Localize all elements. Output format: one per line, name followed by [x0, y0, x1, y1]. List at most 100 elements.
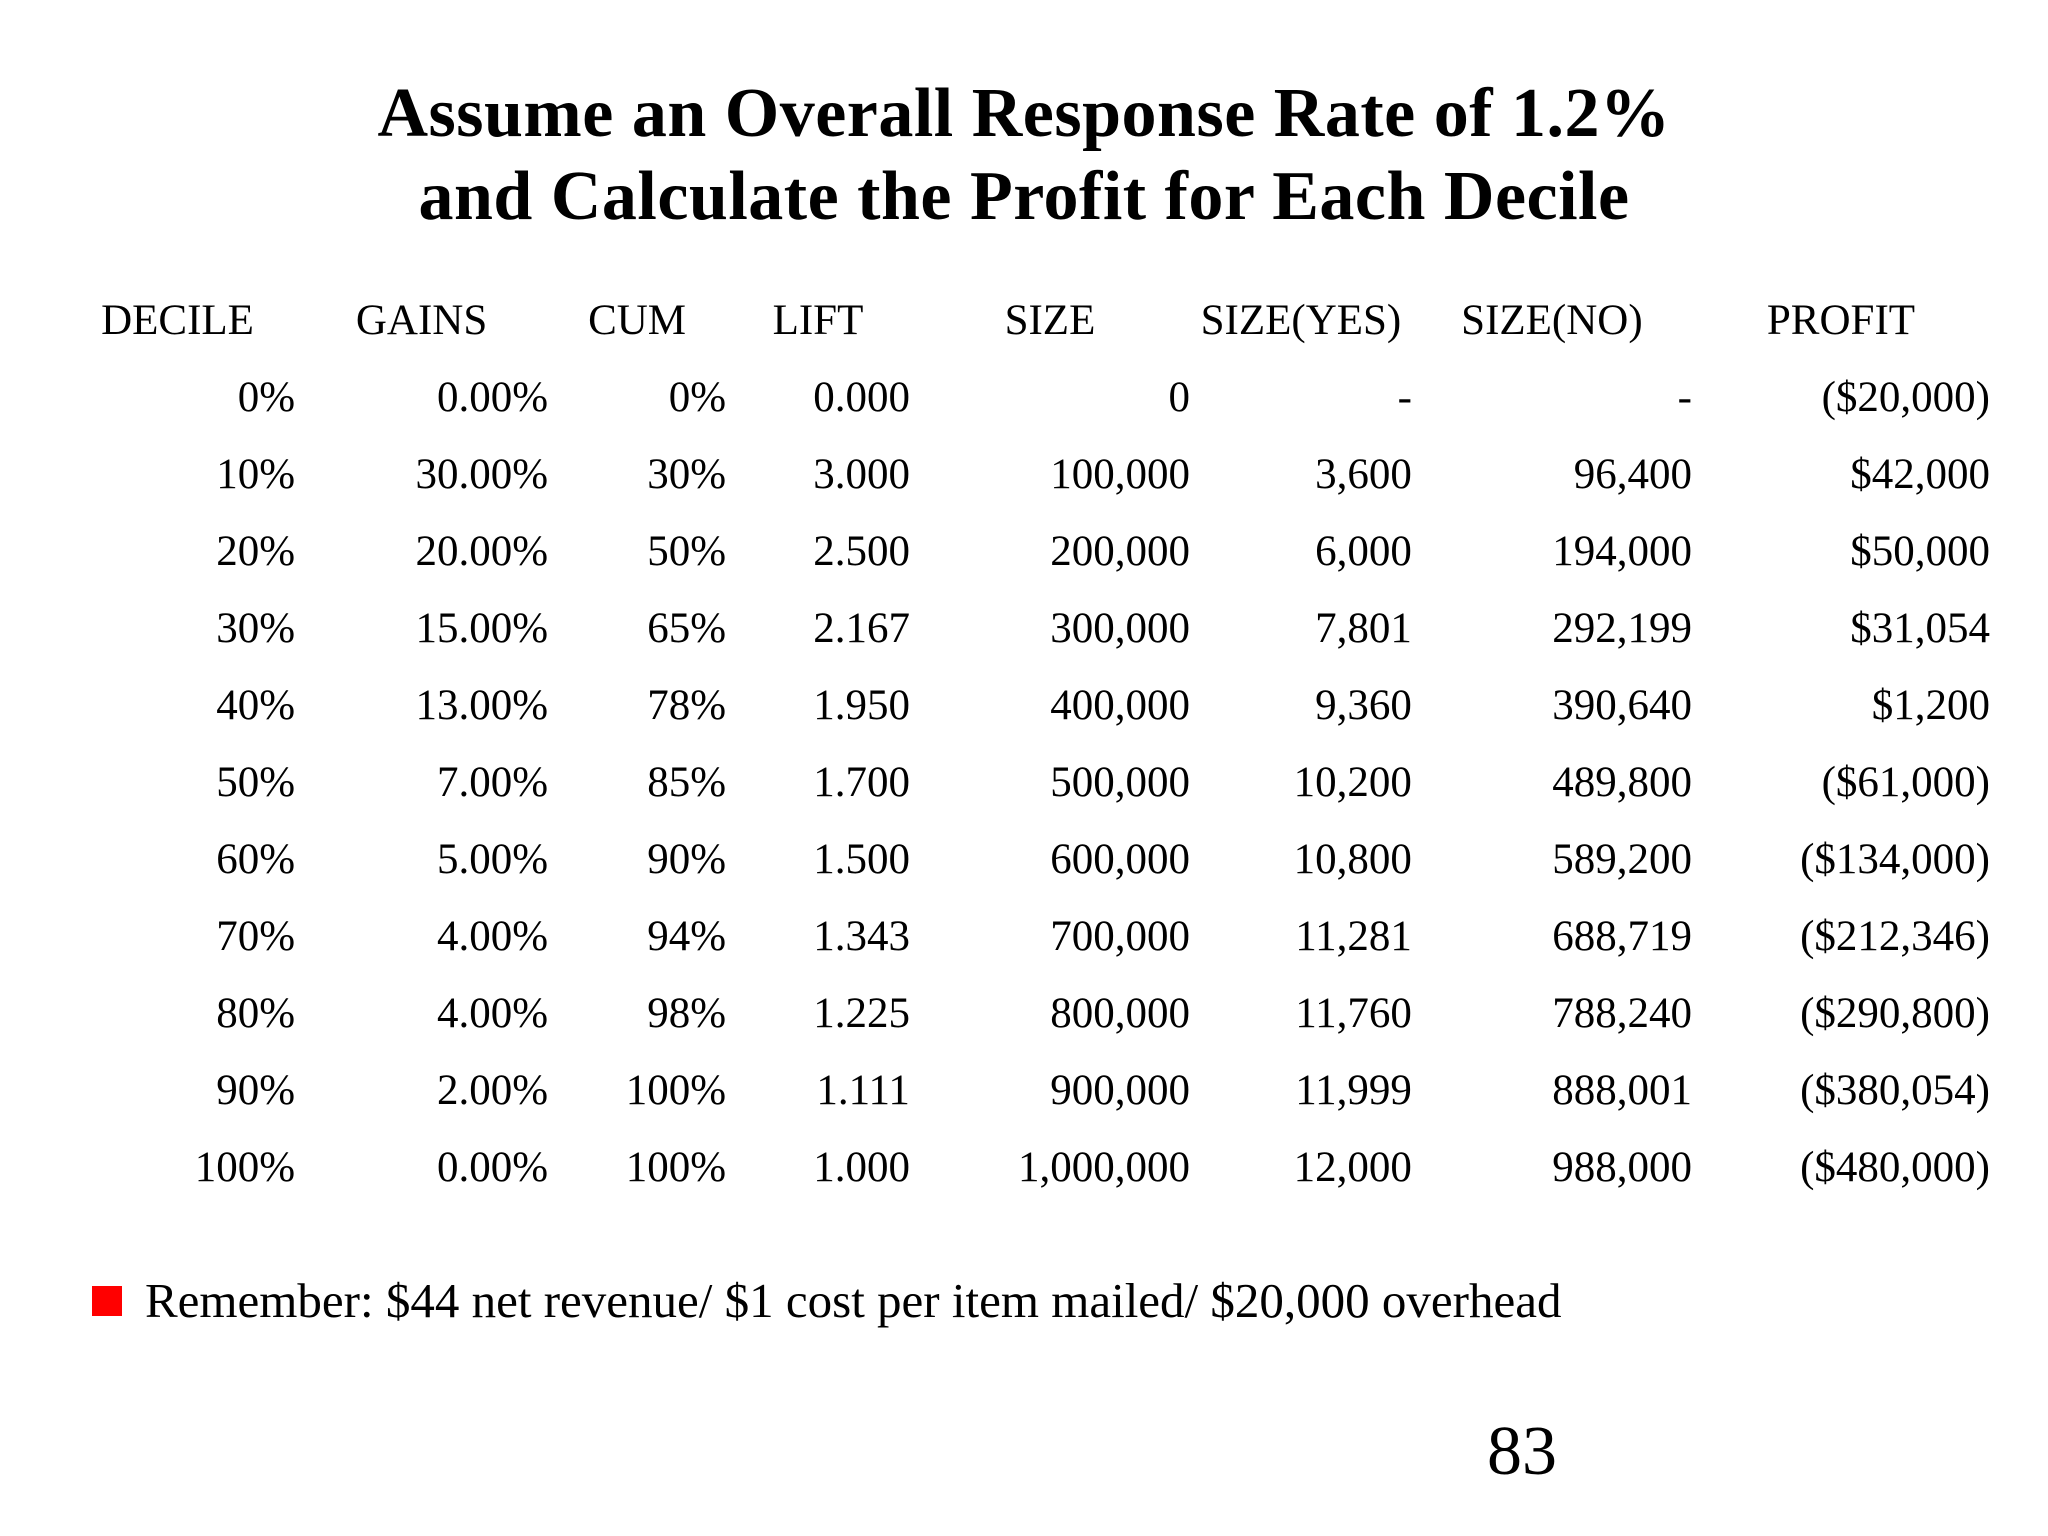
table-cell: 50%: [216, 759, 296, 806]
table-cell: 1.111: [816, 1067, 910, 1114]
decile-table-header-row: DECILE GAINS CUM LIFT SIZE SIZE(YES) SIZE(NO) P…: [60, 282, 1990, 359]
table-cell: 3.000: [813, 451, 910, 498]
table-cell: 70%: [216, 913, 296, 960]
table-cell: 10,800: [1293, 836, 1412, 883]
table-cell: ($290,800): [1800, 990, 1990, 1037]
table-cell: 96,400: [1573, 451, 1692, 498]
table-cell: 11,281: [1295, 913, 1412, 960]
column-header-gains: GAINS: [355, 297, 488, 344]
table-cell: 1.950: [813, 682, 910, 729]
table-cell: 10%: [216, 451, 296, 498]
table-cell: 1,000,000: [1017, 1144, 1190, 1191]
table-cell: ($480,000): [1800, 1144, 1990, 1191]
table-cell: $50,000: [1850, 528, 1990, 575]
page-number: 83: [1487, 1413, 1557, 1490]
table-cell: ($134,000): [1800, 836, 1990, 883]
decile-table-body: 0% 0.00% 0% 0.000 0 - - ($20,000) 10% 30.00% 30% 3.…: [60, 359, 1990, 1206]
table-cell: ($212,346): [1800, 913, 1990, 960]
table-cell: 500,000: [1050, 759, 1190, 806]
table-cell: 7.00%: [437, 759, 549, 806]
table-cell: 100%: [625, 1144, 727, 1191]
table-cell: 489,800: [1552, 759, 1692, 806]
table-row: 100% 0.00% 100% 1.000 1,000,000 12,000 988,000…: [60, 1129, 1990, 1206]
table-row: 70% 4.00% 94% 1.343 700,000 11,281 688,719 ($21…: [60, 898, 1990, 975]
table-cell: ($20,000): [1821, 374, 1990, 421]
table-cell: 0.00%: [437, 374, 549, 421]
table-cell: ($380,054): [1800, 1067, 1990, 1114]
table-cell: 200,000: [1050, 528, 1190, 575]
table-row: 10% 30.00% 30% 3.000 100,000 3,600 96,400 $42,0…: [60, 436, 1990, 513]
table-cell: 30%: [647, 451, 727, 498]
table-row: 40% 13.00% 78% 1.950 400,000 9,360 390,640 $1,2…: [60, 667, 1990, 744]
table-cell: 15.00%: [415, 605, 549, 652]
table-cell: 12,000: [1293, 1144, 1412, 1191]
table-cell: 700,000: [1050, 913, 1190, 960]
table-cell: 1.500: [813, 836, 910, 883]
table-cell: 100%: [194, 1144, 296, 1191]
table-cell: 13.00%: [415, 682, 549, 729]
table-cell: 888,001: [1552, 1067, 1692, 1114]
decile-table: DECILE GAINS CUM LIFT SIZE SIZE(YES) SIZE(NO) P…: [60, 282, 1990, 1206]
table-row: 60% 5.00% 90% 1.500 600,000 10,800 589,200 ($13…: [60, 821, 1990, 898]
column-header-profit: PROFIT: [1766, 297, 1916, 344]
table-cell: 100,000: [1050, 451, 1190, 498]
table-cell: 0.00%: [437, 1144, 549, 1191]
table-cell: -: [1397, 374, 1412, 421]
table-cell: 0.000: [813, 374, 910, 421]
table-cell: $31,054: [1850, 605, 1990, 652]
table-cell: 11,760: [1295, 990, 1412, 1037]
table-cell: 6,000: [1315, 528, 1412, 575]
table-cell: 988,000: [1552, 1144, 1692, 1191]
footer-note-text: Remember: $44 net revenue/ $1 cost per i…: [145, 1273, 1562, 1328]
table-cell: 1.000: [813, 1144, 910, 1191]
table-cell: 2.00%: [437, 1067, 549, 1114]
table-cell: 600,000: [1050, 836, 1190, 883]
table-cell: 9,360: [1315, 682, 1412, 729]
table-cell: 78%: [647, 682, 727, 729]
table-row: 50% 7.00% 85% 1.700 500,000 10,200 489,800 ($61…: [60, 744, 1990, 821]
table-cell: 688,719: [1552, 913, 1692, 960]
column-header-decile: DECILE: [101, 297, 254, 344]
table-cell: 90%: [647, 836, 727, 883]
table-cell: 7,801: [1315, 605, 1412, 652]
table-cell: 5.00%: [437, 836, 549, 883]
table-cell: 90%: [216, 1067, 296, 1114]
table-cell: 100%: [625, 1067, 727, 1114]
column-header-size: SIZE: [1004, 297, 1096, 344]
table-cell: 1.343: [813, 913, 910, 960]
table-cell: 0: [1168, 374, 1190, 421]
slide-title-line2: and Calculate the Profit for Each Decile: [418, 158, 1630, 235]
table-cell: 30%: [216, 605, 296, 652]
table-cell: 0%: [668, 374, 727, 421]
table-cell: 50%: [647, 528, 727, 575]
table-cell: 60%: [216, 836, 296, 883]
table-cell: 40%: [216, 682, 296, 729]
table-row: 20% 20.00% 50% 2.500 200,000 6,000 194,000 $50,…: [60, 513, 1990, 590]
table-cell: 1.225: [813, 990, 910, 1037]
table-cell: 0%: [237, 374, 296, 421]
slide-title-line1: Assume an Overall Response Rate of 1.2%: [377, 75, 1671, 152]
table-row: 0% 0.00% 0% 0.000 0 - - ($20,000): [60, 359, 1990, 436]
table-cell: 94%: [647, 913, 727, 960]
table-cell: 98%: [647, 990, 727, 1037]
table-cell: 2.167: [813, 605, 910, 652]
table-cell: 390,640: [1552, 682, 1692, 729]
bullet-square-icon: [92, 1285, 122, 1316]
table-cell: -: [1677, 374, 1692, 421]
table-cell: 20.00%: [415, 528, 549, 575]
table-cell: 10,200: [1293, 759, 1412, 806]
column-header-lift: LIFT: [772, 297, 864, 344]
table-cell: 292,199: [1552, 605, 1692, 652]
table-cell: 400,000: [1050, 682, 1190, 729]
table-cell: $1,200: [1871, 682, 1990, 729]
table-cell: 80%: [216, 990, 296, 1037]
table-cell: 788,240: [1552, 990, 1692, 1037]
table-cell: 800,000: [1050, 990, 1190, 1037]
table-cell: 589,200: [1552, 836, 1692, 883]
table-cell: 85%: [647, 759, 727, 806]
table-cell: 2.500: [813, 528, 910, 575]
table-row: 80% 4.00% 98% 1.225 800,000 11,760 788,240 ($29…: [60, 975, 1990, 1052]
table-cell: 11,999: [1295, 1067, 1412, 1114]
table-cell: 4.00%: [437, 990, 549, 1037]
